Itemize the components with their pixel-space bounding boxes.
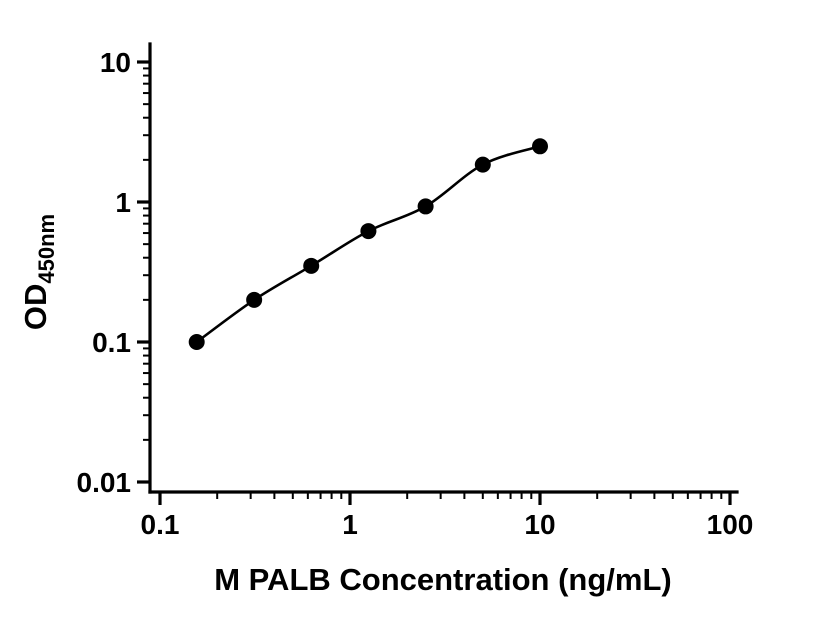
x-tick-label: 1	[342, 509, 358, 540]
y-tick-label: 0.1	[92, 327, 131, 358]
axes-layer: 0.1 1 10 100 0.01 0.1 1 10	[77, 42, 754, 540]
y-tick-label: 0.01	[77, 467, 132, 498]
points-layer	[188, 138, 548, 350]
x-tick-label: 0.1	[141, 509, 180, 540]
y-tick-label: 1	[115, 187, 131, 218]
data-point	[417, 198, 434, 215]
data-point	[532, 138, 548, 155]
data-point	[246, 291, 263, 308]
y-axis-title-main: OD	[18, 284, 53, 331]
curve-layer	[195, 145, 541, 344]
y-tick-label: 10	[100, 47, 131, 78]
y-axis-title: OD450nm	[18, 214, 59, 330]
data-point	[303, 257, 320, 274]
data-point	[360, 223, 377, 240]
y-axis-title-sub: 450nm	[34, 214, 59, 284]
fit-curve	[195, 145, 541, 344]
x-tick-label: 100	[707, 509, 754, 540]
data-point	[188, 334, 205, 350]
data-point	[474, 156, 491, 173]
x-axis-title: M PALB Concentration (ng/mL)	[214, 562, 672, 597]
x-tick-label: 10	[524, 509, 555, 540]
